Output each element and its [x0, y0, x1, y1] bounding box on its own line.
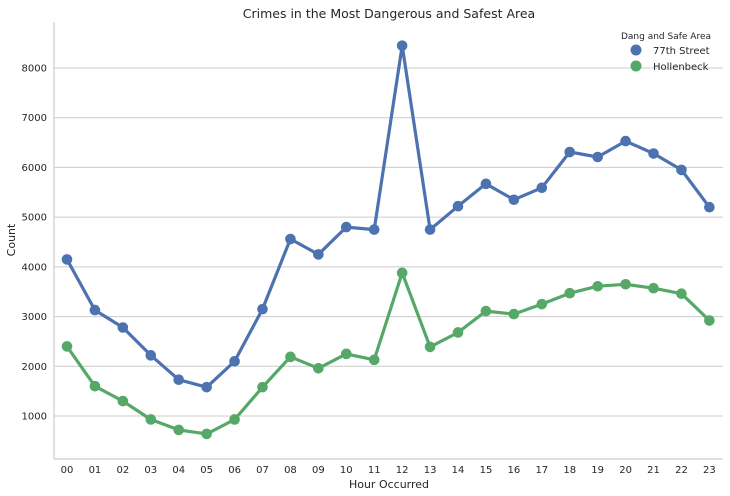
data-point-hollenbeck [117, 395, 129, 407]
x-tick-label: 00 [61, 465, 74, 476]
data-point-77th-street [257, 303, 268, 315]
x-tick-label: 12 [396, 465, 409, 476]
x-tick-label: 15 [480, 465, 493, 476]
y-tick-labels: 1000 2000 3000 4000 5000 6000 7000 8000 [22, 64, 47, 423]
data-point-77th-street [536, 182, 548, 194]
data-point-hollenbeck [424, 341, 436, 353]
x-tick-label: 02 [116, 465, 129, 476]
data-point-hollenbeck [704, 315, 715, 326]
y-tick-label: 1000 [22, 412, 47, 423]
data-point-77th-street [117, 322, 129, 333]
x-tick-label: 22 [675, 465, 688, 476]
y-tick-label: 2000 [22, 362, 47, 373]
data-point-77th-street [564, 146, 576, 158]
x-tick-label: 21 [647, 465, 660, 476]
legend-label-77th-street: 77th Street [653, 46, 710, 57]
x-tick-label: 10 [340, 465, 353, 476]
data-point-77th-street [173, 374, 185, 386]
x-tick-label: 06 [228, 465, 241, 476]
data-point-77th-street [229, 356, 240, 367]
data-point-hollenbeck [61, 341, 73, 352]
data-point-77th-street [592, 151, 603, 163]
x-tick-label: 01 [89, 465, 102, 476]
data-point-hollenbeck [257, 381, 268, 393]
data-point-hollenbeck [89, 380, 101, 392]
data-point-hollenbeck [620, 278, 631, 290]
data-point-77th-street [368, 224, 380, 235]
x-tick-label: 03 [144, 465, 157, 476]
data-point-hollenbeck [452, 327, 464, 338]
y-tick-label: 6000 [22, 163, 47, 174]
data-point-77th-street [452, 200, 464, 212]
data-point-77th-street [145, 350, 157, 361]
data-point-hollenbeck [229, 414, 240, 425]
data-point-77th-street [396, 40, 408, 51]
x-tick-label: 05 [200, 465, 213, 476]
data-point-hollenbeck [480, 305, 492, 317]
x-tick-label: 20 [619, 465, 632, 476]
data-point-77th-street [676, 164, 687, 176]
data-point-hollenbeck [396, 267, 408, 279]
data-point-hollenbeck [648, 282, 659, 294]
data-point-77th-street [480, 178, 492, 190]
data-point-hollenbeck [564, 287, 576, 299]
data-point-hollenbeck [508, 308, 520, 320]
data-point-hollenbeck [536, 298, 548, 310]
data-point-hollenbeck [285, 351, 296, 363]
x-tick-label: 08 [284, 465, 297, 476]
x-tick-label: 19 [591, 465, 604, 476]
data-point-hollenbeck [145, 414, 157, 425]
data-point-77th-street [424, 224, 436, 235]
x-tick-label: 09 [312, 465, 325, 476]
data-point-77th-street [341, 221, 352, 233]
series-layer [61, 40, 715, 440]
x-tick-label: 11 [368, 465, 381, 476]
x-tick-label: 07 [256, 465, 269, 476]
legend-title: Dang and Safe Area [621, 32, 711, 42]
data-point-77th-street [508, 194, 520, 206]
y-tick-label: 5000 [22, 213, 47, 224]
data-point-hollenbeck [341, 348, 352, 360]
legend-label-hollenbeck: Hollenbeck [653, 62, 709, 73]
data-point-77th-street [201, 381, 212, 393]
data-point-hollenbeck [313, 362, 324, 374]
series-line-hollenbeck [65, 271, 711, 436]
data-point-hollenbeck [676, 288, 687, 300]
y-tick-label: 7000 [22, 113, 47, 124]
x-tick-label: 13 [424, 465, 437, 476]
data-point-hollenbeck [592, 280, 603, 292]
y-axis-label: Count [5, 223, 18, 256]
legend-marker-77th-street [630, 44, 642, 56]
gridlines [54, 67, 723, 417]
chart-title: Crimes in the Most Dangerous and Safest … [243, 6, 535, 21]
x-tick-label: 17 [535, 465, 548, 476]
data-point-hollenbeck [201, 428, 212, 440]
data-point-77th-street [61, 254, 73, 265]
legend-marker-hollenbeck [630, 60, 642, 72]
y-tick-label: 3000 [22, 312, 47, 323]
data-point-77th-street [285, 233, 296, 245]
data-point-hollenbeck [368, 354, 380, 366]
x-tick-label: 04 [172, 465, 185, 476]
legend: Dang and Safe Area 77th Street Hollenbec… [621, 32, 711, 73]
y-tick-label: 4000 [22, 262, 47, 273]
series-line-77th-street [65, 43, 711, 389]
x-tick-label: 14 [452, 465, 465, 476]
x-tick-label: 23 [703, 465, 716, 476]
data-point-77th-street [704, 201, 715, 213]
x-axis-label: Hour Occurred [349, 478, 429, 491]
x-tick-label: 16 [508, 465, 521, 476]
data-point-hollenbeck [173, 424, 185, 436]
x-tick-labels: 00 01 02 03 04 05 06 07 08 09 10 11 12 13 14 15 16 17 18 19… [61, 465, 716, 476]
data-point-77th-street [313, 249, 324, 260]
data-point-77th-street [620, 135, 631, 147]
data-point-77th-street [648, 148, 659, 159]
y-tick-label: 8000 [22, 64, 47, 75]
data-point-77th-street [89, 304, 101, 316]
x-tick-label: 18 [563, 465, 576, 476]
